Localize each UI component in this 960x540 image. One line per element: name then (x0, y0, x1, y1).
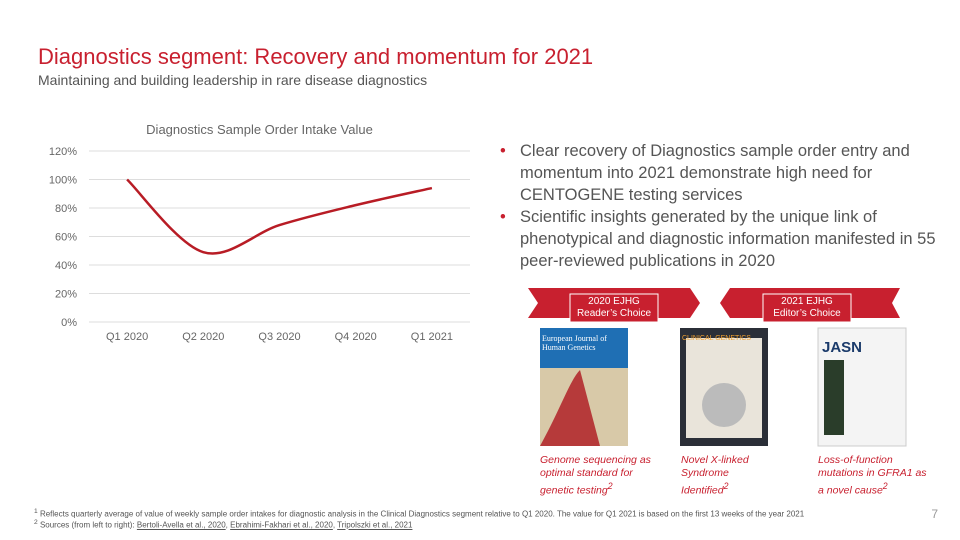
y-tick-label: 80% (55, 203, 77, 215)
x-tick-label: Q2 2020 (182, 331, 224, 343)
cover-title: European Journal of Human Genetics (542, 334, 607, 352)
banner-text: Editor’s Choice (773, 308, 841, 319)
caption-note: 2 (607, 481, 613, 491)
cover-art (702, 383, 746, 427)
page-number: 7 (931, 507, 938, 521)
publication-caption: Novel X-linked Syndrome Identified2 (681, 454, 771, 498)
cover-art (824, 360, 844, 435)
cover-art (540, 370, 600, 446)
footnote: 1 Reflects quarterly average of value of… (34, 508, 804, 519)
banner-text: 2020 EJHG (588, 296, 640, 307)
publication-caption: Loss-of-function mutations in GFRA1 as a… (818, 454, 928, 498)
bullet: Clear recovery of Diagnostics sample ord… (500, 140, 940, 206)
cover-band (540, 328, 628, 368)
footnote-mark: 1 (34, 508, 38, 515)
caption-note: 2 (882, 481, 888, 491)
cover-title: JASN (822, 339, 862, 356)
banner (569, 293, 659, 323)
x-tick-label: Q3 2020 (258, 331, 300, 343)
y-tick-label: 100% (49, 175, 77, 187)
publication-caption: Genome sequencing as optimal standard fo… (540, 454, 660, 498)
cover-title: CLINICAL GENETICS (682, 335, 751, 342)
y-tick-label: 0% (61, 317, 77, 329)
source-link[interactable]: Bertoli-Avella et al., 2020 (136, 520, 226, 530)
caption-text: Loss-of-function mutations in GFRA1 as a… (818, 454, 927, 497)
publication-graphics: 2020 EJHG Reader’s Choice 2021 EJHG Edit… (528, 288, 907, 447)
x-tick-label: Q1 2020 (106, 331, 148, 343)
y-tick-label: 40% (55, 260, 77, 272)
footnote: 2 Sources (from left to right): Bertoli-… (34, 519, 413, 530)
banner-text: Reader’s Choice (577, 308, 652, 319)
source-link[interactable]: Tripolszki et al., 2021 (337, 520, 413, 530)
source-link[interactable]: Ebrahimi-Fakhari et al., 2020 (230, 520, 333, 530)
ribbon-notch (690, 288, 730, 318)
caption-text: Novel X-linked Syndrome Identified (681, 454, 749, 497)
line (126, 178, 433, 255)
banner (762, 293, 852, 323)
chart-title: Diagnostics Sample Order Intake Value (146, 122, 373, 137)
slide-subtitle: Maintaining and building leadership in r… (38, 72, 428, 88)
footnote-mark: 2 (34, 519, 38, 526)
y-tick-label: 120% (49, 146, 77, 158)
chart: Diagnostics Sample Order Intake Value 0% 2… (49, 122, 470, 343)
y-tick-label: 60% (55, 232, 77, 244)
caption-text: Genome sequencing as optimal standard fo… (540, 454, 651, 497)
caption-note: 2 (723, 481, 729, 491)
slide-title: Diagnostics segment: Recovery and moment… (38, 44, 594, 69)
banner-text: 2021 EJHG (781, 296, 833, 307)
y-tick-label: 20% (55, 289, 77, 301)
bullet: Scientific insights generated by the uni… (500, 206, 940, 272)
footnote-text: Sources (from left to right): (39, 520, 135, 530)
x-tick-label: Q4 2020 (335, 331, 377, 343)
footnote-text: Reflects quarterly average of value of w… (39, 509, 805, 519)
x-tick-label: Q1 2021 (411, 331, 453, 343)
